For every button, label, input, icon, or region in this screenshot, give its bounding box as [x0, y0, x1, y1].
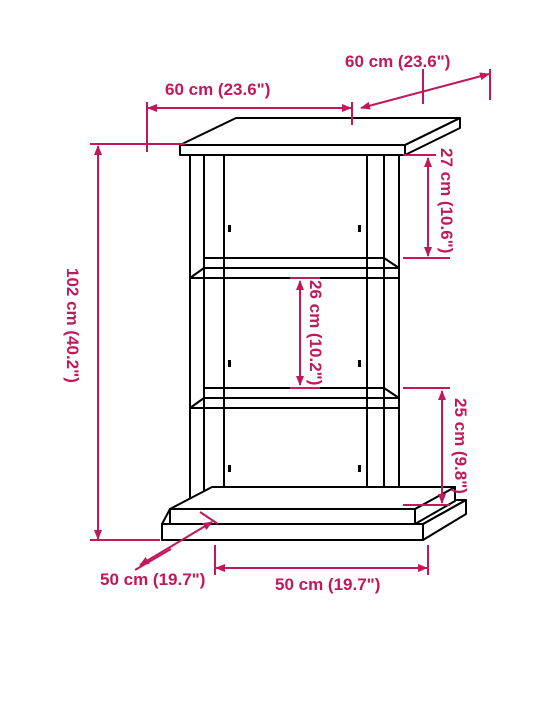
dim-shelf-top: 27 cm (10.6")	[436, 148, 456, 253]
dim-base-depth: 50 cm (19.7")	[100, 570, 205, 590]
dim-shelf-bot: 25 cm (9.8")	[450, 398, 470, 494]
dim-top-depth: 60 cm (23.6")	[345, 52, 450, 72]
dim-base-width: 50 cm (19.7")	[275, 575, 380, 595]
dim-top-width: 60 cm (23.6")	[165, 80, 270, 100]
dim-total-height: 102 cm (40.2")	[62, 268, 82, 383]
dim-shelf-mid: 26 cm (10.2")	[305, 280, 325, 385]
